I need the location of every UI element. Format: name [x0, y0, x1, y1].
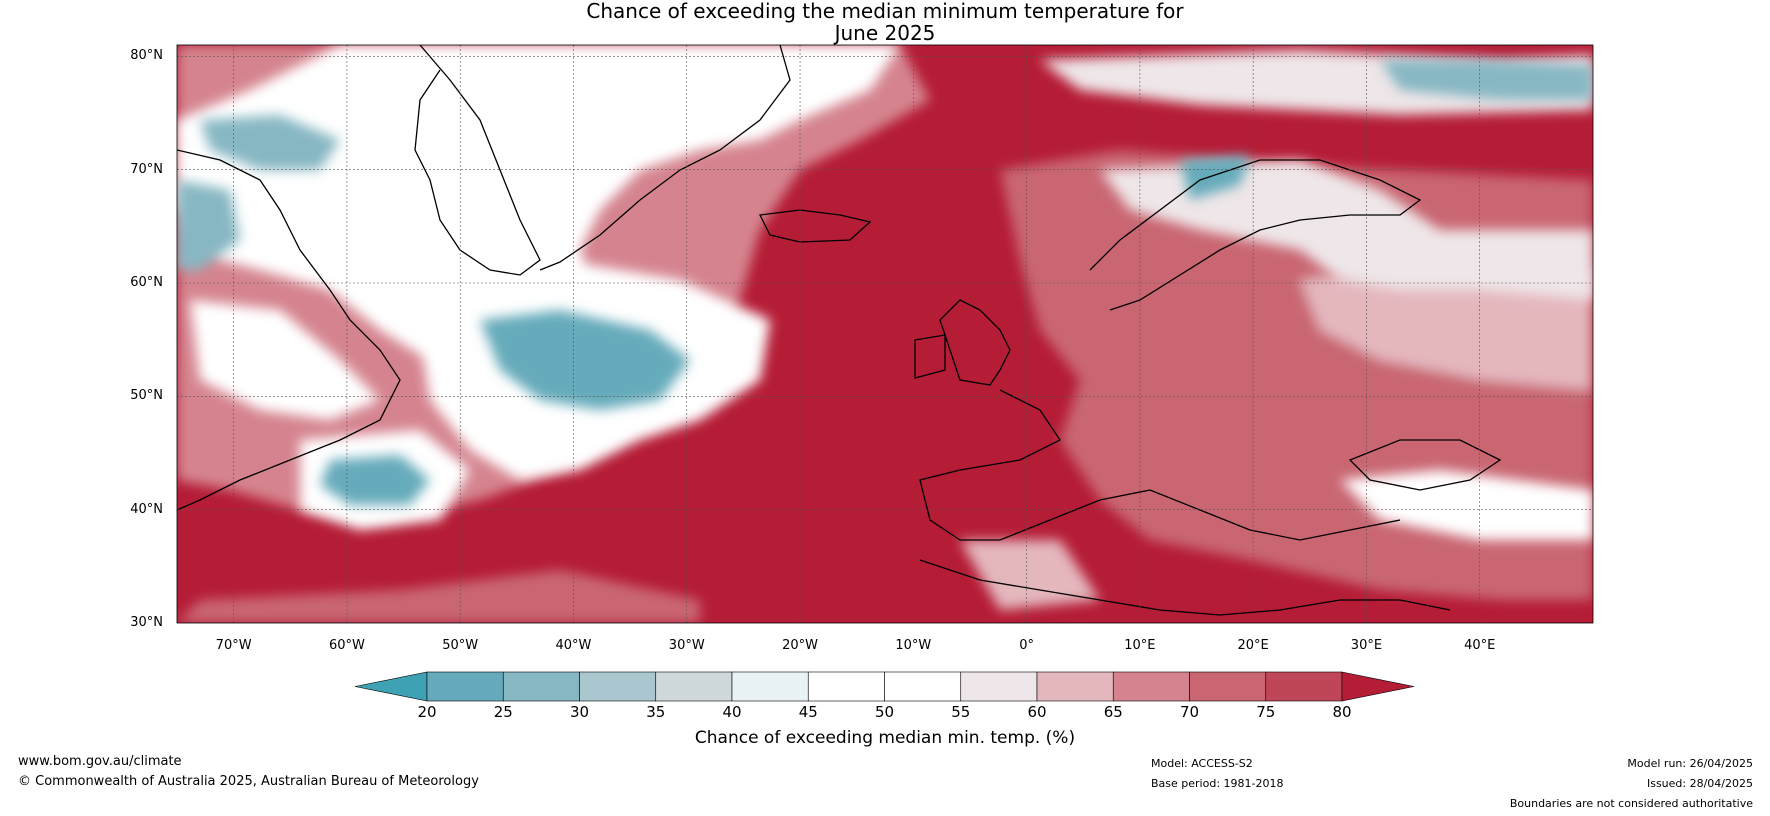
colorbar-label: Chance of exceeding median min. temp. (%… [694, 728, 1076, 748]
coastlines [177, 45, 1502, 616]
field-teal-arctic [1380, 60, 1593, 100]
colorbar-tick-label: 75 [1256, 703, 1276, 721]
lon-label: 20°E [1237, 638, 1269, 653]
lat-label: 80°N [130, 48, 163, 64]
colorbar-extend-low [354, 671, 428, 702]
colorbar-tick-label: 80 [1332, 703, 1352, 721]
colorbar-segment [426, 671, 504, 702]
field-teal-hudson [177, 180, 240, 270]
lon-label: 0° [1019, 638, 1034, 653]
colorbar-segment [960, 671, 1038, 702]
lon-label: 40°W [555, 638, 592, 653]
colorbar-segment [1265, 671, 1343, 702]
colorbar-tick-label: 70 [1179, 703, 1200, 721]
colorbar-segment [655, 671, 733, 702]
colorbar [354, 671, 1415, 702]
gridlines [177, 45, 1593, 623]
field-white-turkey [1340, 470, 1593, 540]
colorbar-segment [884, 671, 962, 702]
coast-north-africa [919, 559, 1451, 616]
lat-label: 70°N [130, 161, 163, 177]
colorbar-segment [1036, 671, 1114, 702]
footer-disclaimer: Boundaries are not considered authoritat… [1509, 797, 1753, 810]
footer-copyright: © Commonwealth of Australia 2025, Austra… [18, 774, 479, 789]
map-frame [176, 44, 1594, 624]
lon-label: 60°W [328, 638, 365, 653]
lon-label: 10°E [1124, 638, 1156, 653]
map-field [177, 45, 1593, 623]
colorbar-segment [807, 671, 885, 702]
lon-label: 40°E [1464, 638, 1496, 653]
colorbar-segment [1112, 671, 1190, 702]
field-band-sahara [960, 540, 1100, 610]
lon-label: 20°W [782, 638, 818, 653]
colorbar-tick-label: 40 [722, 703, 742, 721]
lat-label: 60°N [130, 275, 163, 290]
footer-model: Model: ACCESS-S2 [1151, 757, 1253, 770]
field-white-north [177, 45, 900, 380]
lon-label: 70°W [215, 638, 252, 653]
footer-issued: Issued: 28/04/2025 [1646, 777, 1753, 790]
colorbar-tick-label: 30 [569, 703, 590, 721]
coast-greenland-west [414, 45, 541, 276]
colorbar-tick-label: 55 [951, 703, 971, 721]
colorbar-tick-label: 65 [1103, 703, 1123, 721]
field-white-labrador [190, 300, 380, 420]
colorbar-segment [1189, 671, 1267, 702]
colorbar-segment [502, 671, 580, 702]
field-band-south [177, 570, 700, 623]
map-title: Chance of exceeding the median minimum t… [0, 0, 1770, 44]
lon-label: 30°W [668, 638, 705, 653]
lon-label: 50°W [442, 638, 479, 653]
colorbar-tick-label: 60 [1027, 703, 1047, 721]
colorbar-segment [731, 671, 809, 702]
coast-europe-south [919, 389, 1401, 541]
coast-north-america [177, 149, 401, 511]
coast-black-sea [1348, 439, 1502, 491]
field-teal-westatlantic [320, 455, 430, 505]
lat-label: 30°N [130, 615, 163, 630]
colorbar-tick-label: 20 [417, 703, 437, 721]
colorbar-tick-label: 50 [874, 703, 895, 721]
colorbar-tick-label: 25 [493, 703, 513, 721]
footer-url: www.bom.gov.au/climate [18, 754, 182, 769]
coast-iceland [759, 209, 872, 243]
footer-model-run: Model run: 26/04/2025 [1627, 757, 1753, 770]
field-teal-baffin [200, 115, 340, 170]
lon-label: 30°E [1350, 638, 1383, 653]
field-teal-norway [1180, 155, 1250, 200]
colorbar-segment [579, 671, 657, 702]
coast-ireland [914, 334, 946, 379]
field-teal-atlantic [480, 310, 690, 410]
field-white-scandinavia [1100, 160, 1593, 300]
colorbar-tick-label: 45 [798, 703, 818, 721]
colorbar-extend-high [1341, 671, 1415, 702]
lat-label: 50°N [130, 388, 163, 404]
lat-label: 40°N [130, 501, 163, 517]
coast-scandinavia [1089, 159, 1422, 311]
colorbar-tick-label: 35 [646, 703, 666, 721]
title-line-2: June 2025 [834, 21, 936, 45]
title-line-1: Chance of exceeding the median minimum t… [586, 0, 1184, 23]
footer-base-period: Base period: 1981-2018 [1151, 777, 1284, 790]
lon-label: 10°W [895, 638, 932, 653]
